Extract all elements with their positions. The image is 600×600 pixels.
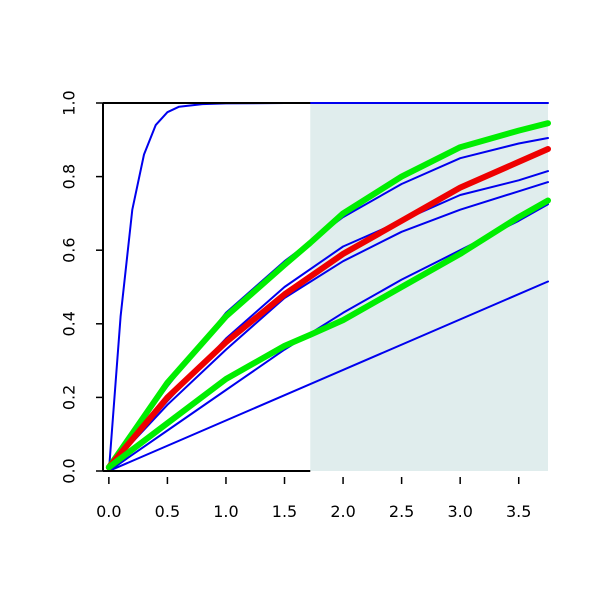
series-layer <box>105 102 551 472</box>
y-tick-label-0: 0.0 <box>60 458 79 483</box>
x-tick-label-3: 1.5 <box>272 502 297 521</box>
x-tick-label-4: 2.0 <box>330 502 355 521</box>
series-line-7 <box>105 120 551 471</box>
y-tick-label-4: 0.8 <box>60 164 79 189</box>
series-line-9 <box>105 197 551 471</box>
y-tick-label-1: 0.2 <box>60 385 79 410</box>
series-line-6 <box>107 280 549 472</box>
y-tick-label-2: 0.4 <box>60 311 79 336</box>
y-tick-label-3: 0.6 <box>60 237 79 262</box>
x-tick-label-1: 0.5 <box>155 502 180 521</box>
x-tick-label-2: 1.0 <box>213 502 238 521</box>
x-tick-label-7: 3.5 <box>506 502 531 521</box>
series-line-1 <box>107 102 549 472</box>
shaded-region-layer <box>310 103 548 471</box>
y-tick-label-5: 1.0 <box>60 90 79 115</box>
axis-layer: 0.0 0.2 0.4 0.6 0.8 1.0 0.0 0.5 1.0 1.5 2.0 2.5 3.0 3… <box>60 90 532 521</box>
series-line-8 <box>105 146 551 471</box>
x-tick-label-0: 0.0 <box>96 502 121 521</box>
x-tick-label-5: 2.5 <box>389 502 414 521</box>
x-tick-label-6: 3.0 <box>447 502 472 521</box>
shaded-region <box>310 103 548 471</box>
series-line-4 <box>107 181 549 469</box>
